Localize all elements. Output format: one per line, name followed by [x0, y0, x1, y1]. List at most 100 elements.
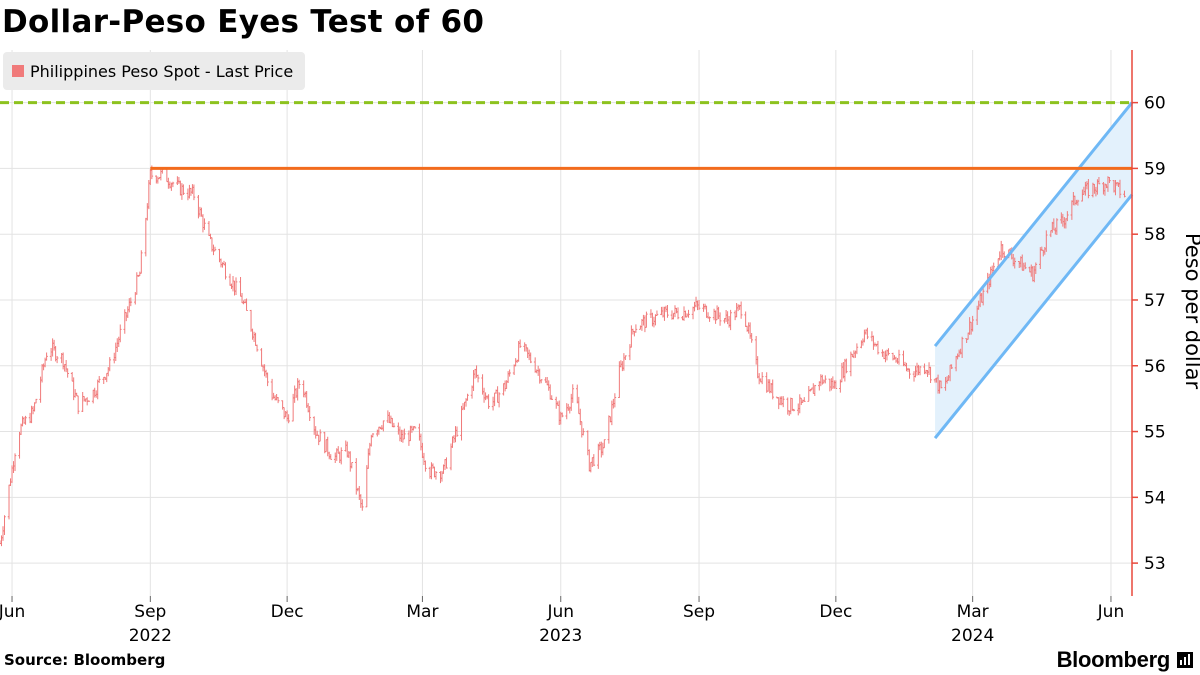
- x-tick-label: Jun: [546, 602, 574, 622]
- price-bar: [176, 176, 179, 186]
- price-bar: [906, 367, 910, 372]
- y-tick-label: 53: [1144, 554, 1166, 574]
- price-bar: [712, 308, 716, 321]
- price-bar: [697, 299, 701, 310]
- price-bar: [254, 332, 257, 346]
- y-tick-label: 54: [1144, 488, 1166, 508]
- price-bar: [114, 342, 118, 362]
- price-bar: [228, 273, 232, 286]
- price-bar: [789, 397, 793, 415]
- price-bar: [233, 280, 236, 296]
- price-bar: [318, 429, 322, 442]
- price-bar: [303, 391, 307, 398]
- x-year-label: 2022: [129, 626, 172, 646]
- x-tick-label: Dec: [271, 602, 304, 622]
- price-bar: [705, 305, 708, 318]
- price-bar: [245, 298, 248, 312]
- price-bar: [418, 423, 421, 441]
- price-series: [0, 165, 1126, 547]
- price-bar: [409, 425, 412, 442]
- price-bar: [523, 342, 526, 352]
- price-bar: [518, 339, 522, 348]
- price-bar: [586, 430, 590, 456]
- price-bar: [545, 376, 549, 386]
- price-bar: [297, 379, 301, 389]
- price-bar: [431, 463, 435, 469]
- price-bar: [1, 526, 5, 541]
- price-bar: [771, 379, 775, 400]
- price-bar: [398, 426, 402, 442]
- y-tick-label: 58: [1144, 225, 1166, 245]
- price-bar: [651, 312, 654, 327]
- price-bar: [560, 412, 564, 418]
- price-bar: [266, 372, 269, 387]
- price-bar: [502, 383, 505, 396]
- price-bar: [792, 408, 796, 412]
- price-bar: [736, 304, 740, 312]
- price-bar: [433, 466, 436, 478]
- price-bar: [529, 352, 532, 364]
- price-bar: [866, 327, 869, 340]
- price-bar: [179, 180, 182, 196]
- price-bar: [124, 312, 128, 322]
- price-bar: [451, 436, 454, 448]
- price-bar: [21, 416, 24, 427]
- price-bar: [538, 368, 541, 384]
- price-bar: [434, 471, 438, 480]
- brand-name: Bloomberg: [1056, 647, 1171, 672]
- price-bar: [347, 451, 351, 459]
- price-bar: [807, 386, 811, 402]
- price-bar: [1001, 244, 1005, 258]
- price-bar: [897, 349, 901, 365]
- price-bar: [344, 440, 348, 452]
- price-bar: [580, 421, 584, 438]
- price-bar: [156, 176, 160, 184]
- price-bar: [575, 384, 579, 404]
- price-bar: [607, 415, 611, 444]
- price-bar: [440, 470, 444, 482]
- price-bar: [918, 365, 922, 376]
- price-bar: [765, 372, 768, 393]
- price-bar: [491, 396, 495, 411]
- price-bar: [781, 396, 785, 408]
- price-bar: [845, 358, 848, 374]
- price-bar: [463, 401, 466, 410]
- price-bar: [673, 305, 677, 318]
- price-bar: [578, 408, 582, 426]
- price-bar: [252, 331, 256, 343]
- price-bar: [663, 306, 666, 321]
- price-bar: [180, 183, 184, 200]
- price-bar: [108, 357, 112, 372]
- y-tick-label: 60: [1144, 94, 1166, 114]
- price-bar: [118, 324, 122, 343]
- price-bar: [634, 324, 638, 333]
- price-bar: [622, 353, 626, 371]
- price-bar: [830, 378, 833, 391]
- price-bar: [729, 309, 732, 331]
- price-bar: [790, 397, 794, 411]
- price-bar: [413, 426, 417, 429]
- price-bar: [317, 434, 321, 446]
- price-bar: [630, 325, 633, 348]
- price-bar: [460, 405, 463, 441]
- price-bar: [61, 352, 65, 370]
- brand: Bloomberg: [1057, 647, 1193, 673]
- price-bar: [547, 380, 551, 391]
- price-bar: [526, 347, 529, 359]
- price-bar: [598, 441, 602, 451]
- price-bar: [52, 339, 56, 351]
- price-bar: [887, 348, 890, 356]
- price-bar: [717, 306, 720, 320]
- price-bar: [852, 350, 856, 359]
- price-bar: [1087, 178, 1090, 199]
- price-bar: [581, 428, 585, 436]
- price-bar: [1066, 211, 1069, 222]
- price-bar: [234, 277, 238, 296]
- price-bar: [42, 363, 45, 371]
- price-bar: [389, 415, 393, 424]
- price-bar: [600, 441, 603, 458]
- x-year-label: 2023: [539, 626, 582, 646]
- price-bar: [55, 355, 59, 364]
